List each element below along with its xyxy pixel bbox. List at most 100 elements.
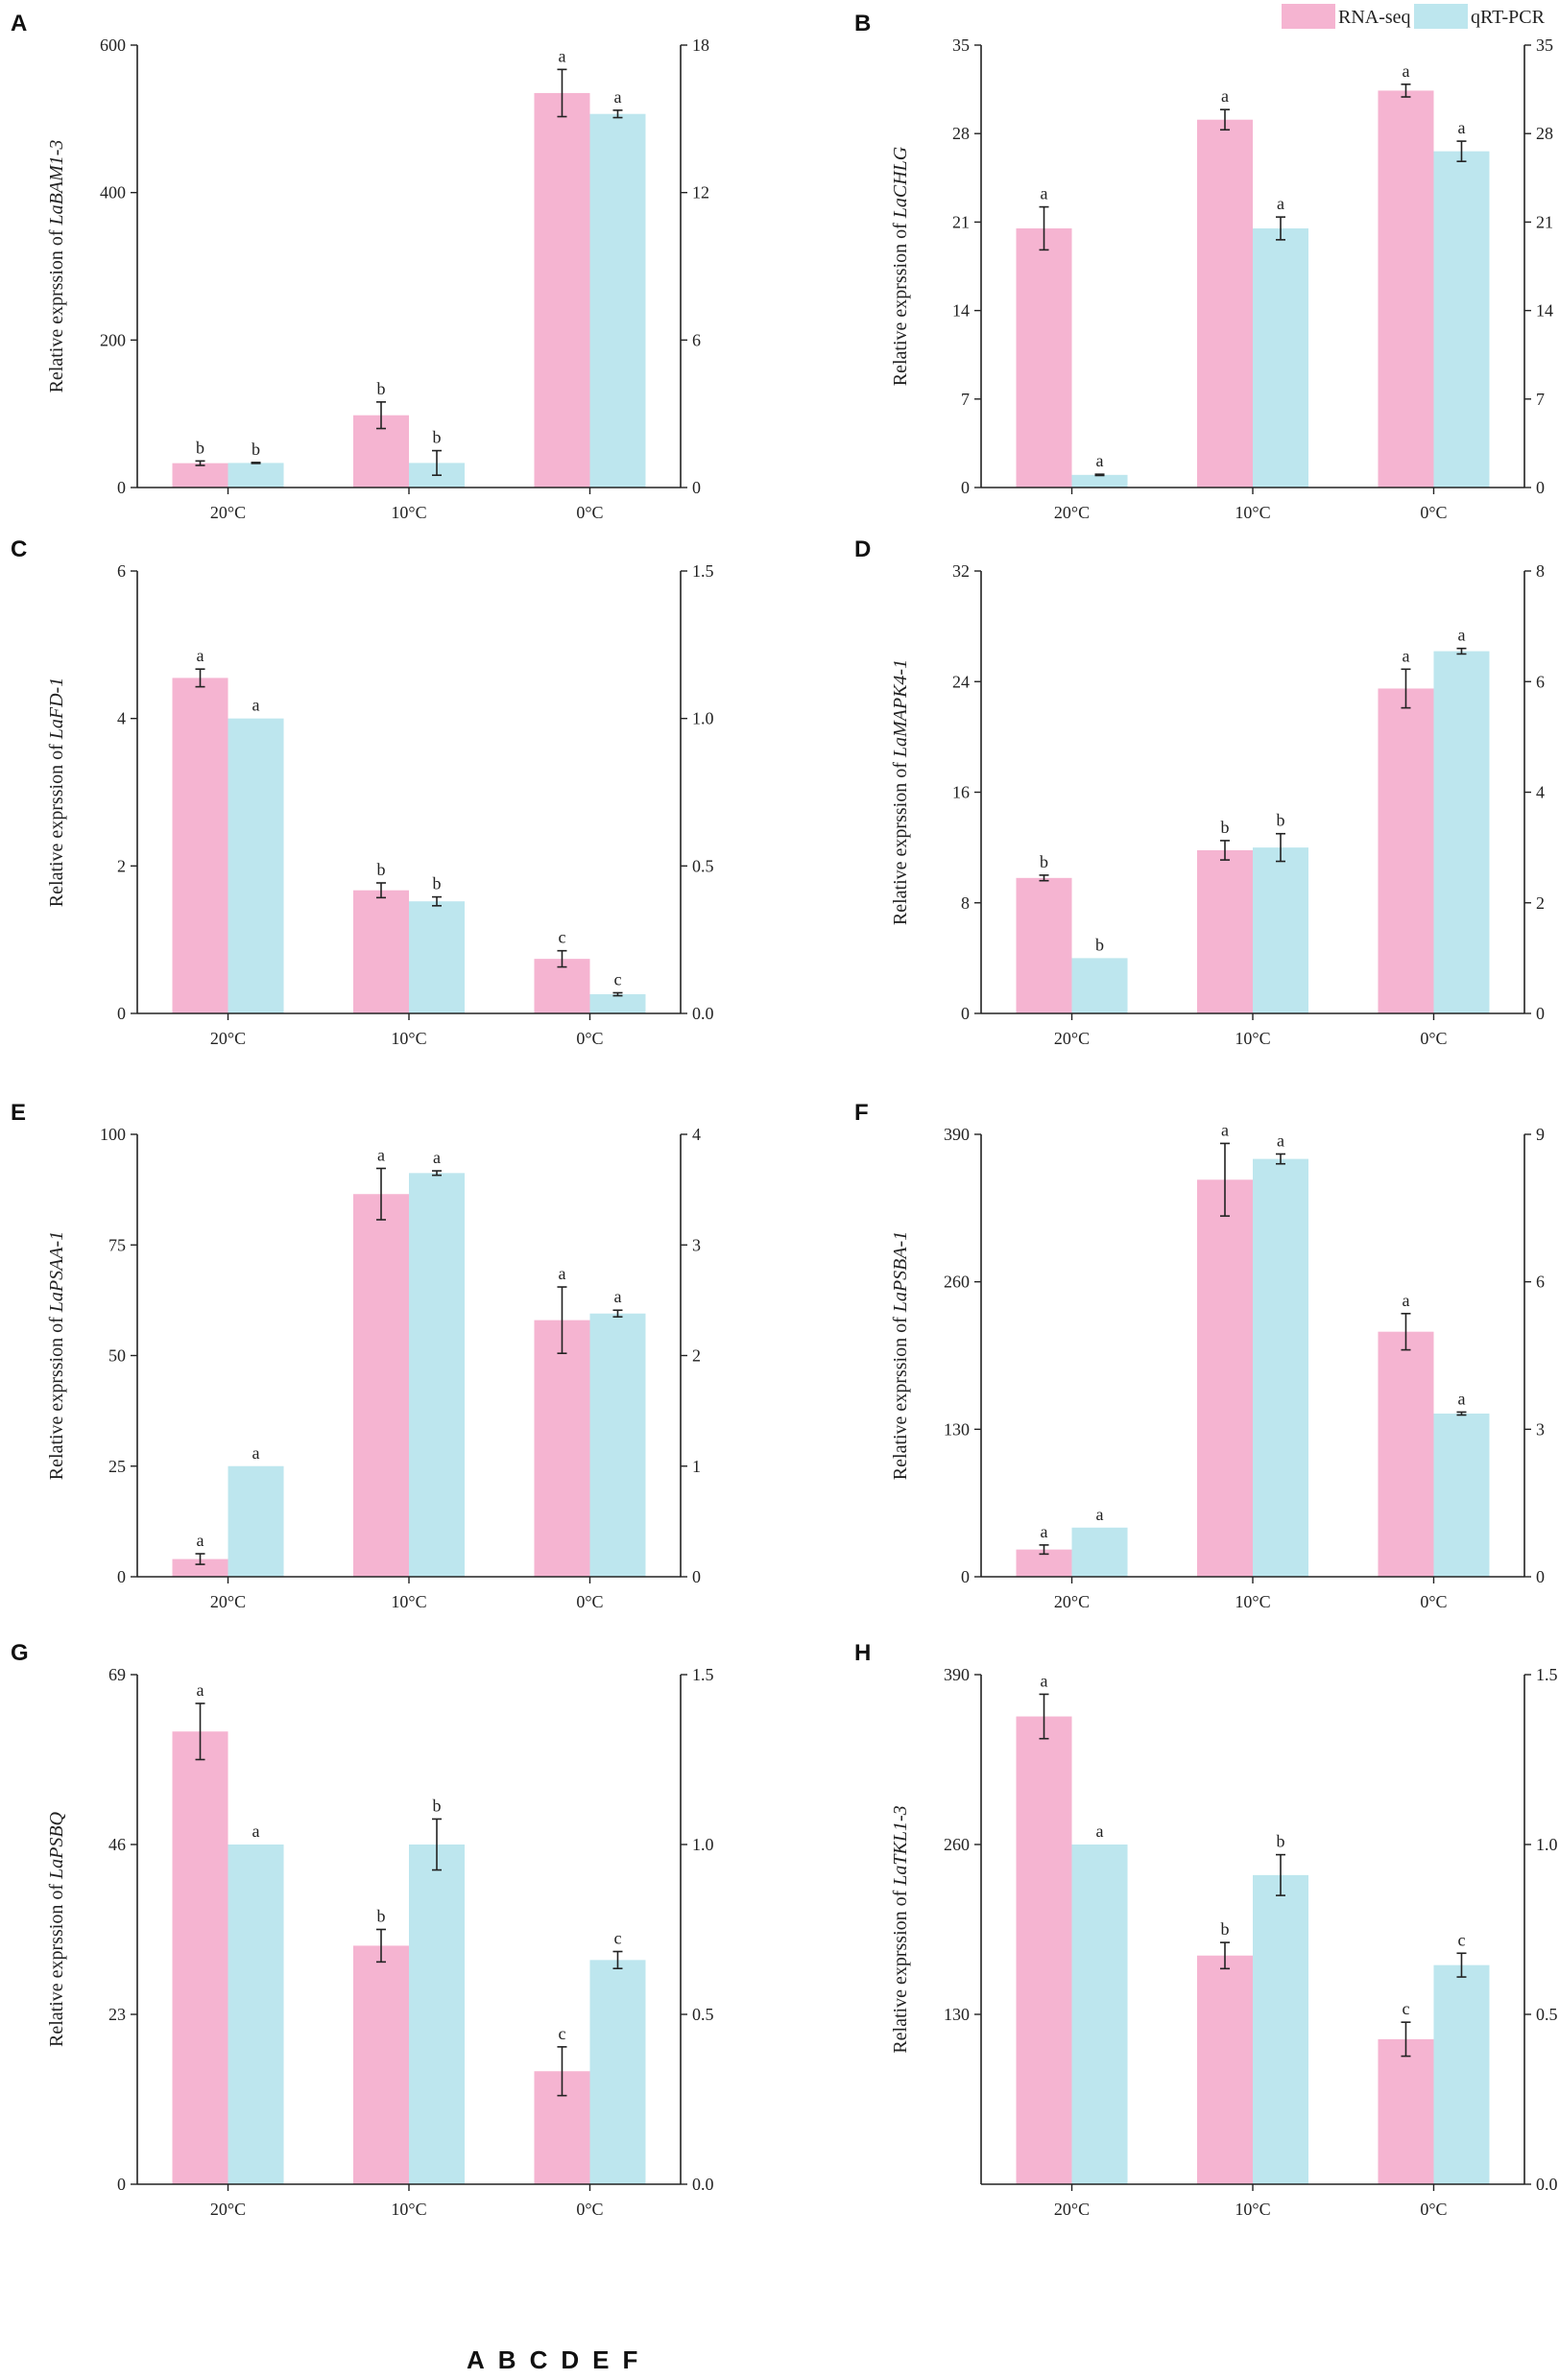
bar-qrt-pcr <box>1071 474 1128 488</box>
x-tick-label: 0°C <box>1420 1592 1447 1611</box>
significance-letter: a <box>1221 86 1229 106</box>
bottom-label: B <box>497 2345 516 2374</box>
left-tick-label: 4 <box>117 709 126 728</box>
bar-rna-seq <box>1378 1331 1434 1577</box>
x-tick-label: 10°C <box>1235 503 1270 522</box>
bar-rna-seq <box>1378 2038 1434 2184</box>
significance-letter: a <box>252 1443 260 1463</box>
bottom-label: F <box>622 2345 638 2374</box>
significance-letter: a <box>197 1531 204 1550</box>
significance-letter: a <box>613 1287 621 1306</box>
left-tick-label: 600 <box>100 36 126 55</box>
significance-letter: b <box>1095 935 1104 954</box>
bar-rna-seq <box>1378 688 1434 1013</box>
significance-letter: a <box>613 87 621 107</box>
significance-letter: a <box>1096 1821 1104 1841</box>
right-tick-label: 6 <box>1536 1273 1545 1292</box>
panel-letter: F <box>854 1100 869 1126</box>
gene-name: LaFD-1 <box>46 678 67 740</box>
left-tick-label: 390 <box>944 1125 970 1144</box>
left-tick-label: 0 <box>117 2175 126 2194</box>
significance-letter: a <box>197 1680 204 1700</box>
chart-panel-h: H Relative exprssion of LaTKL1-3 a a 20°C b b 1… <box>854 1640 1558 2219</box>
bar-qrt-pcr <box>589 1313 646 1577</box>
left-tick-label: 130 <box>944 1419 970 1439</box>
right-tick-label: 1 <box>692 1457 701 1476</box>
x-tick-label: 10°C <box>1235 1592 1270 1611</box>
significance-letter: b <box>1040 852 1048 871</box>
x-tick-label: 20°C <box>1054 503 1090 522</box>
bottom-label: E <box>592 2345 610 2374</box>
left-tick-label: 400 <box>100 183 126 202</box>
legend-swatch-rna-seq <box>1282 4 1335 29</box>
right-tick-label: 6 <box>692 330 701 349</box>
significance-letter: b <box>1221 818 1230 837</box>
right-tick-label: 21 <box>1536 212 1553 231</box>
panel-letter: G <box>11 1640 29 1666</box>
y-axis-title: Relative exprssion of LaPSBA-1 <box>890 1231 911 1480</box>
right-tick-label: 1.0 <box>1536 1835 1558 1854</box>
significance-letter: a <box>252 1821 260 1841</box>
bar-rna-seq <box>1016 1716 1072 2184</box>
significance-letter: b <box>377 1907 386 1926</box>
gene-name: LaTKL1-3 <box>890 1805 911 1886</box>
significance-letter: c <box>613 969 621 988</box>
significance-letter: a <box>1457 118 1465 137</box>
bar-qrt-pcr <box>409 1844 465 2184</box>
significance-letter: a <box>433 1148 441 1167</box>
left-tick-label: 2 <box>117 856 126 875</box>
significance-letter: a <box>1402 61 1409 81</box>
x-tick-label: 0°C <box>1420 503 1447 522</box>
chart-panel-a: A Relative exprssion of LaBAM1-3 b b 20°C b b 1… <box>11 11 709 522</box>
significance-letter: a <box>377 1145 385 1164</box>
bar-qrt-pcr <box>1253 227 1308 488</box>
x-tick-label: 0°C <box>1420 2200 1447 2219</box>
y-axis-title: Relative exprssion of LaPSAA-1 <box>46 1231 67 1480</box>
bar-rna-seq <box>1016 877 1072 1013</box>
significance-letter: a <box>1041 184 1048 203</box>
significance-letter: a <box>1096 1505 1104 1524</box>
left-tick-label: 24 <box>952 672 970 691</box>
panel-letter: H <box>854 1640 871 1666</box>
right-tick-label: 12 <box>692 183 709 202</box>
right-tick-label: 4 <box>1536 783 1545 802</box>
bar-qrt-pcr <box>228 463 284 488</box>
left-tick-label: 0 <box>117 1567 126 1586</box>
x-tick-label: 0°C <box>576 2200 603 2219</box>
x-tick-label: 0°C <box>576 1592 603 1611</box>
right-tick-label: 9 <box>1536 1125 1545 1144</box>
bar-qrt-pcr <box>1433 151 1490 488</box>
left-tick-label: 0 <box>961 1567 970 1586</box>
left-tick-label: 46 <box>108 1835 126 1854</box>
left-tick-label: 200 <box>100 330 126 349</box>
significance-letter: a <box>1221 1120 1229 1139</box>
x-tick-label: 10°C <box>391 1029 426 1048</box>
bar-qrt-pcr <box>228 1465 284 1577</box>
y-axis-title-prefix: Relative exprssion of <box>46 225 67 393</box>
right-tick-label: 18 <box>692 36 709 55</box>
significance-letter: b <box>433 428 442 447</box>
right-tick-label: 3 <box>692 1235 701 1254</box>
right-tick-label: 35 <box>1536 36 1553 55</box>
bar-qrt-pcr <box>409 1173 465 1577</box>
panel-letter: C <box>11 536 27 562</box>
bar-qrt-pcr <box>589 113 646 488</box>
left-tick-label: 50 <box>108 1346 126 1366</box>
x-tick-label: 20°C <box>1054 1029 1090 1048</box>
significance-letter: a <box>1457 1389 1465 1408</box>
left-tick-label: 8 <box>961 893 970 913</box>
left-tick-label: 69 <box>108 1665 126 1684</box>
panel-letter: E <box>11 1100 26 1126</box>
significance-letter: a <box>1402 1291 1409 1310</box>
significance-letter: c <box>1457 1930 1465 1949</box>
left-tick-label: 0 <box>117 1004 126 1023</box>
right-tick-label: 1.0 <box>692 709 714 728</box>
right-tick-label: 0 <box>1536 478 1545 497</box>
left-tick-label: 260 <box>944 1273 970 1292</box>
left-tick-label: 6 <box>117 561 126 581</box>
significance-letter: a <box>558 46 565 65</box>
y-axis-title: Relative exprssion of LaMAPK4-1 <box>890 659 911 925</box>
bar-rna-seq <box>534 959 590 1013</box>
